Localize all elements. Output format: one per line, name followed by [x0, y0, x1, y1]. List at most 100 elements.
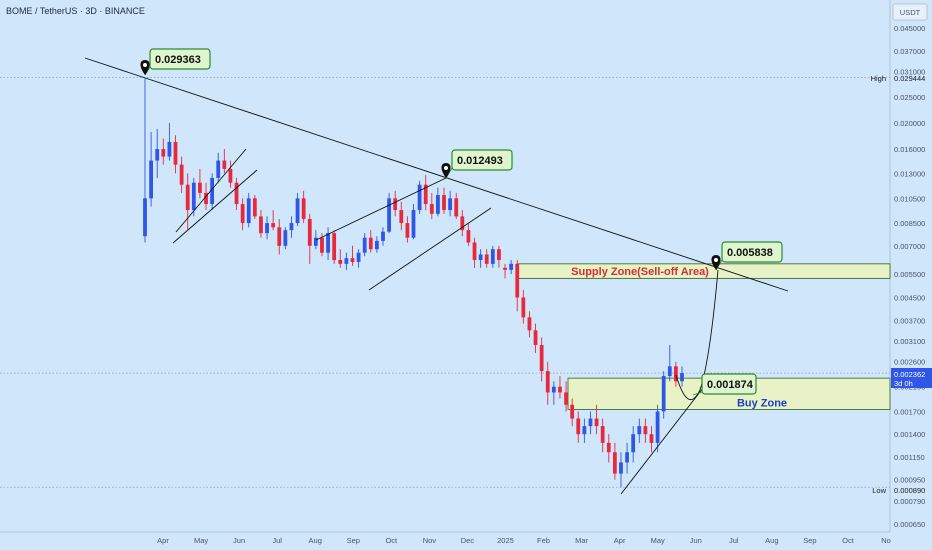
candle	[588, 411, 593, 435]
candle	[356, 249, 361, 268]
candle	[558, 376, 562, 399]
candle	[234, 177, 239, 211]
low-label: Low	[872, 486, 886, 495]
y-tick-label: 0.008500	[894, 219, 925, 228]
currency-label: USDT	[900, 8, 921, 17]
time-axis-ticks: Apr May Jun Jul Aug Sep Oct Nov Dec 2025 Feb Mar Apr…	[157, 536, 891, 545]
channel-2-upper[interactable]	[315, 177, 447, 241]
support-trendline[interactable]	[620, 387, 704, 495]
candle	[228, 160, 233, 188]
candle	[466, 223, 471, 246]
supply-zone-label: Supply Zone(Sell-off Area)	[571, 266, 709, 278]
candle	[222, 149, 227, 174]
candle	[576, 411, 581, 443]
buy-zone-label: Buy Zone	[737, 397, 787, 409]
candle	[417, 180, 422, 214]
x-tick-label: Jul	[729, 536, 739, 545]
price-callout[interactable]: 0.005838	[715, 241, 783, 271]
y-tick-label: 0.003100	[894, 337, 925, 346]
candle	[393, 190, 398, 217]
candle	[436, 187, 440, 217]
y-tick-label: 0.001150	[894, 453, 925, 462]
candle	[570, 398, 575, 427]
candle	[429, 192, 434, 220]
x-tick-label: Jun	[690, 536, 702, 545]
y-tick-label: 0.001700	[894, 407, 925, 416]
candle	[472, 237, 477, 268]
candle	[155, 128, 160, 178]
currency-button[interactable]: USDT	[892, 3, 928, 21]
callouts: 0.029363 0.012493 0.005838 0.001874	[140, 48, 783, 396]
candle	[399, 201, 404, 231]
candle	[643, 418, 648, 443]
candle	[527, 311, 532, 338]
price-callout[interactable]: 0.001874	[692, 373, 757, 396]
chart-title: BOME / TetherUS · 3D · BINANCE	[6, 6, 145, 16]
descending-trendline[interactable]	[84, 57, 789, 292]
candle	[265, 216, 269, 240]
candle	[649, 426, 654, 453]
candle	[289, 216, 294, 238]
price-callout[interactable]: 0.012493	[445, 149, 513, 179]
candle	[533, 323, 538, 354]
candle	[600, 418, 605, 453]
candle	[564, 381, 568, 412]
y-tick-label: 0.000950	[894, 476, 925, 485]
channel-1-lower[interactable]	[172, 169, 258, 244]
last-price-value: 0.002362	[894, 370, 925, 379]
channel-2-lower[interactable]	[368, 207, 492, 291]
candle	[509, 260, 514, 275]
x-tick-label: Nov	[423, 536, 437, 545]
candle	[490, 245, 495, 268]
y-tick-label: 0.031000	[894, 68, 925, 77]
candle	[674, 361, 678, 387]
high-value: 0.029444	[894, 74, 925, 83]
candle	[484, 249, 489, 268]
candle	[381, 227, 385, 246]
candle	[295, 192, 300, 226]
callout-label: 0.029363	[155, 54, 201, 66]
reference-lines	[0, 77, 890, 488]
price-axis-ticks: 0.045000 0.037000 0.031000 0.025000 0.020000…	[894, 24, 925, 529]
candle	[387, 192, 391, 234]
channel-1-upper[interactable]	[175, 148, 247, 233]
x-tick-label: Oct	[842, 536, 855, 545]
x-tick-label: Oct	[385, 536, 398, 545]
candles	[143, 78, 684, 488]
candle	[271, 210, 276, 231]
x-tick-label: Jun	[233, 536, 245, 545]
candle	[594, 404, 599, 435]
candle	[442, 187, 446, 214]
low-marker: Low 0.000890	[872, 486, 925, 495]
candle	[350, 245, 355, 266]
y-tick-label: 0.013000	[894, 169, 925, 178]
y-tick-label: 0.045000	[894, 24, 925, 33]
x-tick-label: Aug	[309, 536, 322, 545]
callout-label: 0.012493	[457, 155, 503, 167]
x-tick-label: May	[651, 536, 665, 545]
candle	[625, 442, 629, 474]
y-tick-label: 0.004500	[894, 294, 925, 303]
candle	[539, 337, 544, 382]
price-callout[interactable]: 0.029363	[144, 48, 211, 76]
y-tick-label: 0.016000	[894, 145, 925, 154]
x-tick-label: Sep	[803, 536, 816, 545]
candle	[631, 426, 636, 463]
x-tick-label: Dec	[461, 536, 475, 545]
x-tick-label: Mar	[575, 536, 588, 545]
candle	[216, 152, 221, 183]
y-tick-label: 0.037000	[894, 47, 925, 56]
last-price-countdown: 3d 0h	[894, 379, 913, 388]
x-tick-label: No	[881, 536, 891, 545]
candle	[259, 210, 263, 238]
x-tick-label: Feb	[537, 536, 550, 545]
candle	[545, 361, 550, 405]
candle	[161, 138, 166, 165]
x-tick-label: 2025	[497, 536, 514, 545]
last-price-badge: 0.002362 3d 0h	[891, 368, 932, 388]
high-marker: High 0.029444	[871, 74, 926, 83]
candle	[277, 219, 282, 255]
candle	[326, 227, 330, 261]
